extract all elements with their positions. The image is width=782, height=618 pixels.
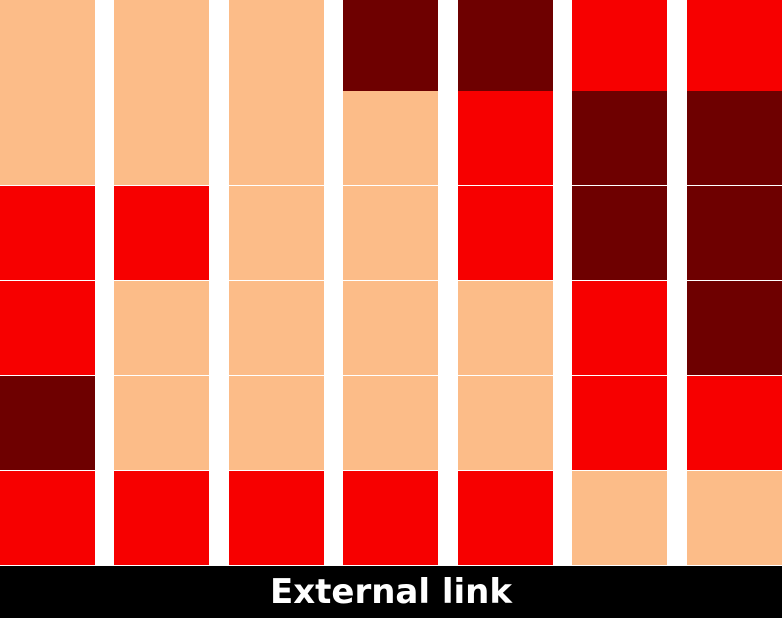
tile-peach [687, 471, 782, 565]
tile-red [114, 186, 209, 280]
tile-red [0, 471, 95, 565]
tile-red [458, 471, 553, 565]
tile-peach [343, 376, 438, 470]
tile-peach [114, 376, 209, 470]
tile-column-2 [114, 0, 209, 566]
tile-column-7 [687, 0, 782, 566]
tile-red [0, 281, 95, 375]
tile-maroon [343, 0, 438, 94]
tile-column-5 [458, 0, 553, 566]
tile-red [572, 0, 667, 94]
external-link-bar[interactable]: External link [0, 566, 782, 618]
tile-red [0, 186, 95, 280]
tile-peach [343, 186, 438, 280]
tile-maroon [572, 91, 667, 185]
tile-red [572, 281, 667, 375]
tile-column-6 [572, 0, 667, 566]
tile-peach [572, 471, 667, 565]
tile-peach [0, 91, 95, 185]
tile-red [458, 186, 553, 280]
tile-peach [0, 0, 95, 94]
color-tile-grid[interactable] [0, 0, 782, 566]
tile-peach [229, 91, 324, 185]
tile-red [687, 376, 782, 470]
external-link-label[interactable]: External link [269, 572, 512, 612]
tile-red [114, 471, 209, 565]
tile-peach [458, 376, 553, 470]
tile-red [229, 471, 324, 565]
tile-maroon [687, 91, 782, 185]
tile-peach [343, 91, 438, 185]
tile-red [687, 0, 782, 94]
tile-maroon [458, 0, 553, 94]
tile-maroon [572, 186, 667, 280]
tile-peach [229, 376, 324, 470]
tile-red [343, 471, 438, 565]
tile-peach [229, 281, 324, 375]
tile-peach [458, 281, 553, 375]
tile-column-1 [0, 0, 95, 566]
tile-maroon [687, 281, 782, 375]
tile-peach [114, 0, 209, 94]
tile-peach [114, 281, 209, 375]
tile-red [572, 376, 667, 470]
tile-red [458, 91, 553, 185]
tile-peach [114, 91, 209, 185]
tile-maroon [687, 186, 782, 280]
tile-column-3 [229, 0, 324, 566]
tile-maroon [0, 376, 95, 470]
tile-column-4 [343, 0, 438, 566]
tile-peach [229, 0, 324, 94]
tile-peach [343, 281, 438, 375]
tile-peach [229, 186, 324, 280]
